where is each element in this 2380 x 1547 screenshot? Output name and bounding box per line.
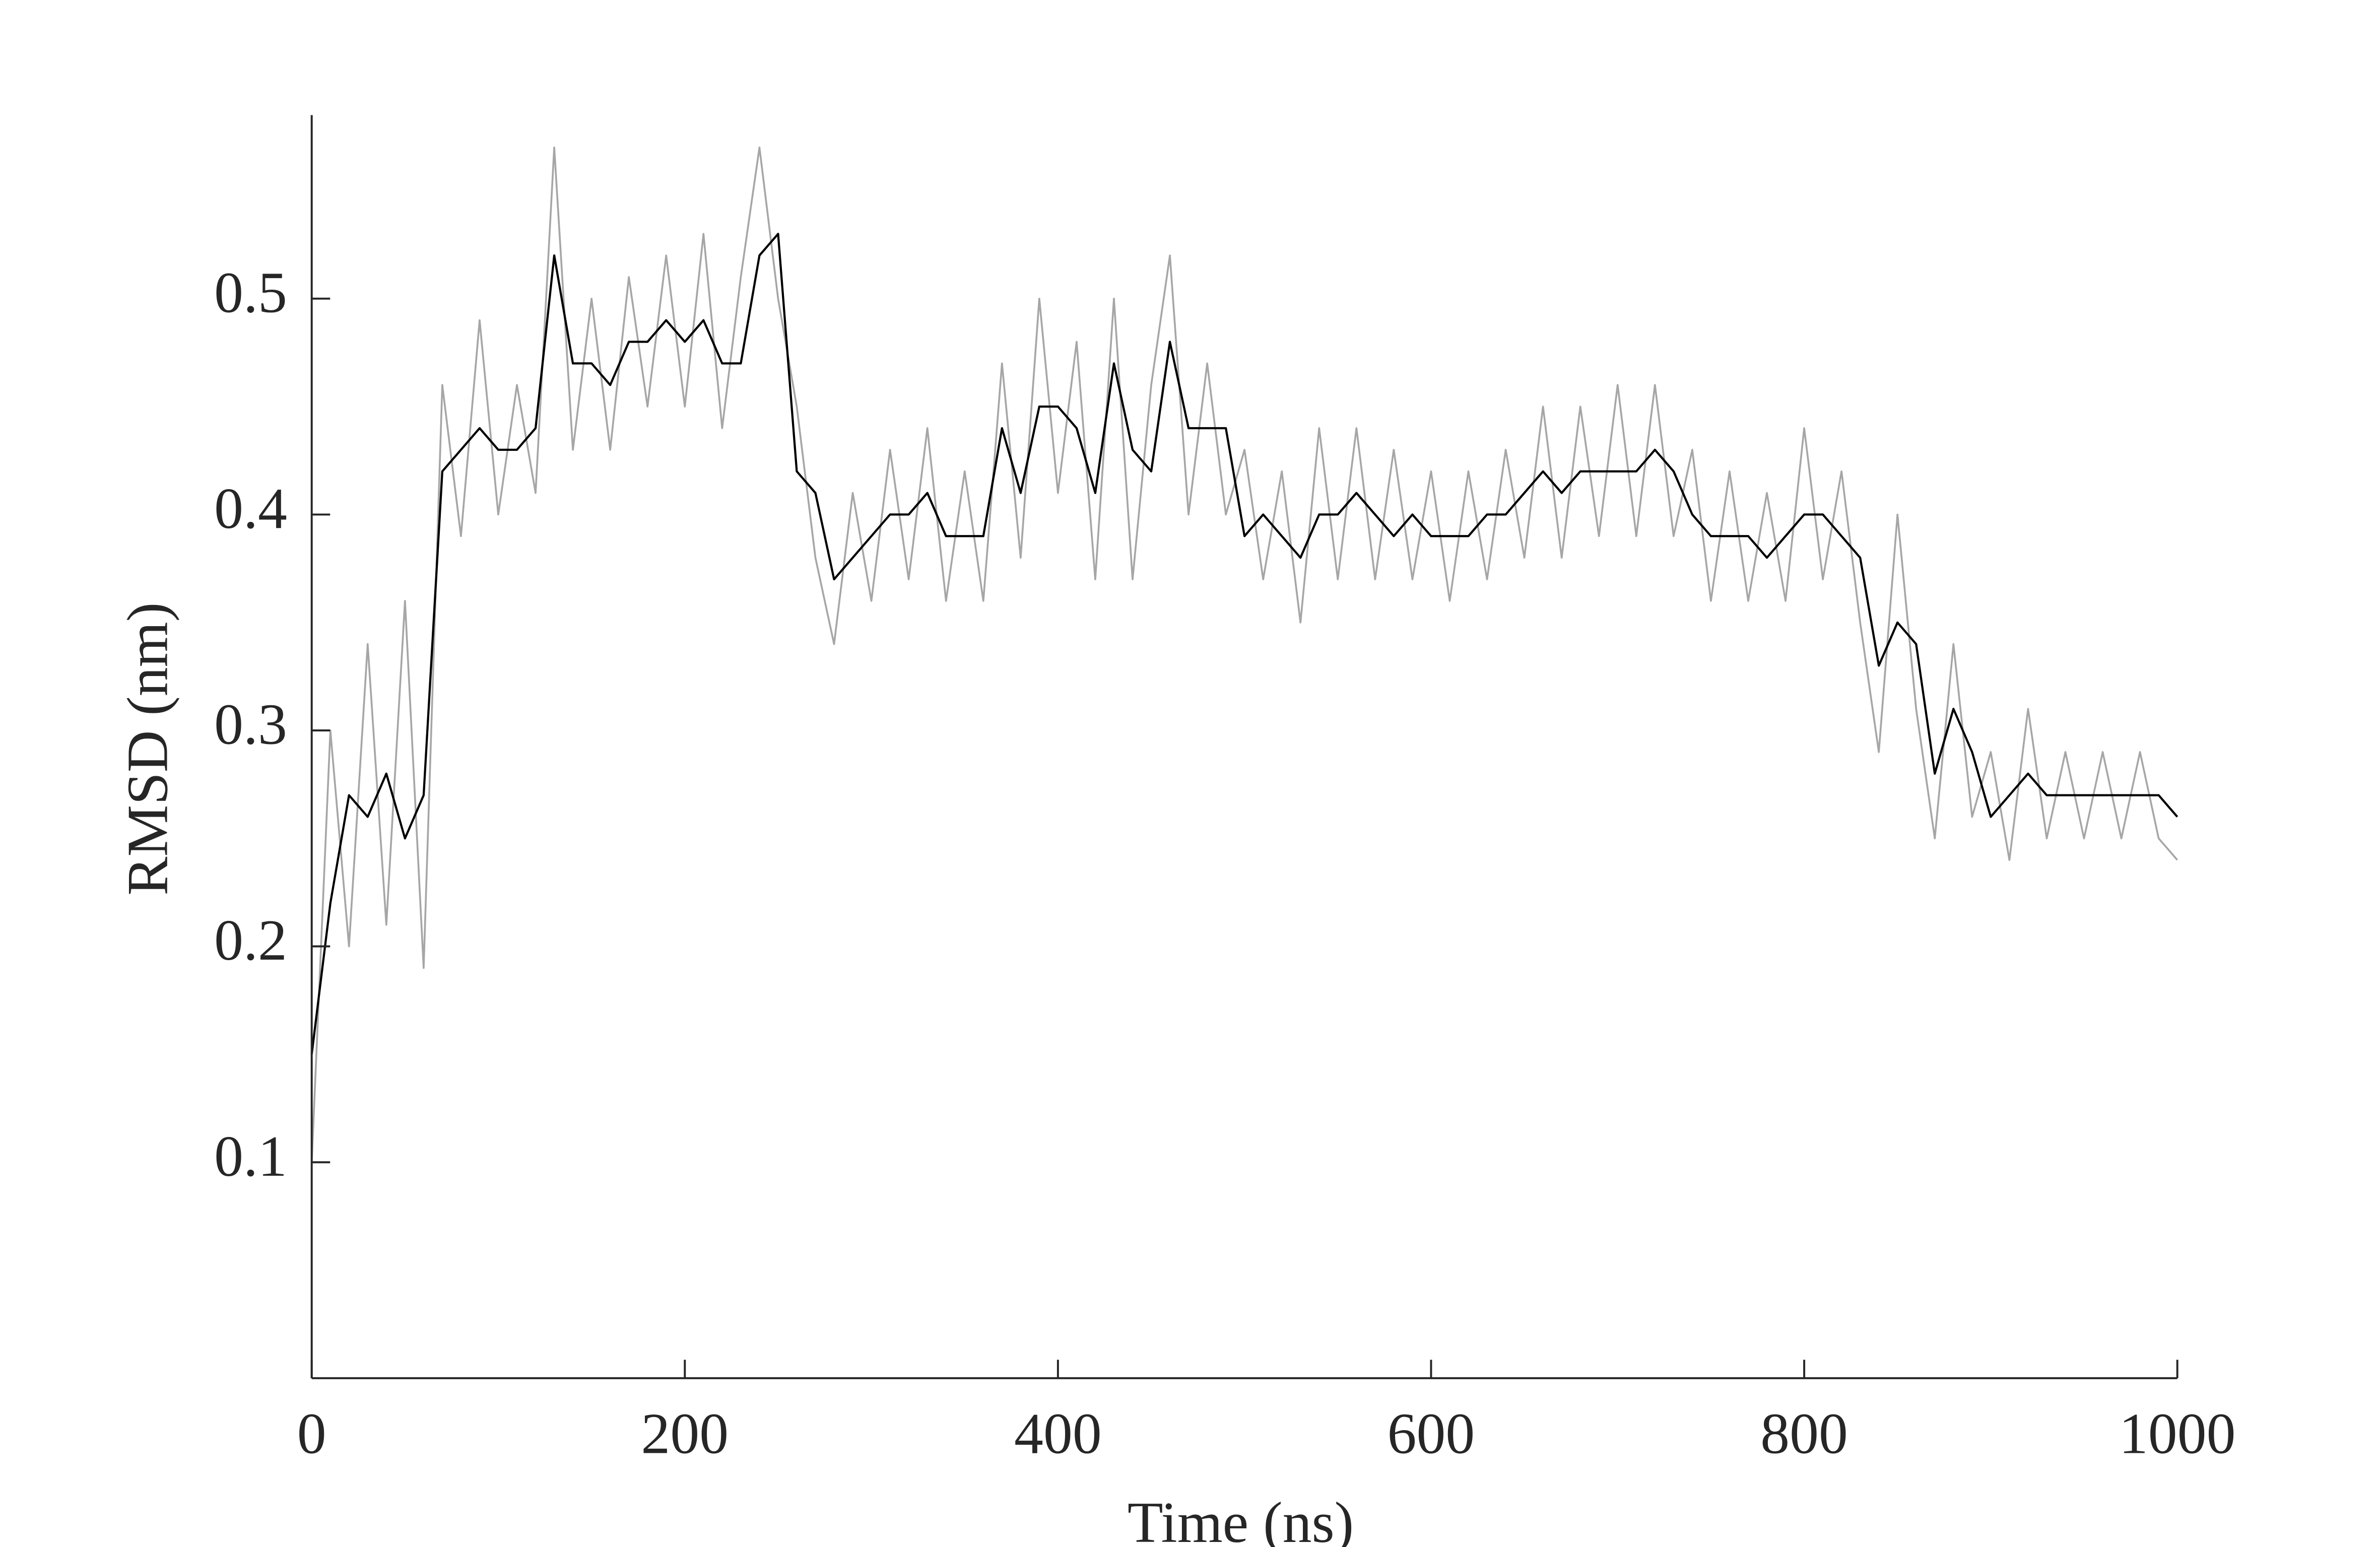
y-tick-label: 0.2 <box>214 908 287 973</box>
x-tick-label: 0 <box>297 1401 326 1466</box>
data-line <box>310 146 2178 1163</box>
x-axis-label: Time (ns) <box>1128 1491 1354 1547</box>
x-tick-label: 600 <box>1387 1401 1475 1466</box>
y-tick-label: 0.1 <box>214 1124 287 1189</box>
y-tick-label: 0.3 <box>214 693 287 757</box>
x-tick-label: 800 <box>1760 1401 1848 1466</box>
x-tick-label: 200 <box>641 1401 729 1466</box>
y-tick-label: 0.4 <box>214 477 287 541</box>
data-line <box>310 233 2178 1055</box>
x-tick-label: 400 <box>1014 1401 1102 1466</box>
y-axis-label: RMSD (nm) <box>115 602 180 896</box>
x-tick-label: 1000 <box>2119 1401 2236 1466</box>
y-tick-label: 0.5 <box>214 260 287 325</box>
